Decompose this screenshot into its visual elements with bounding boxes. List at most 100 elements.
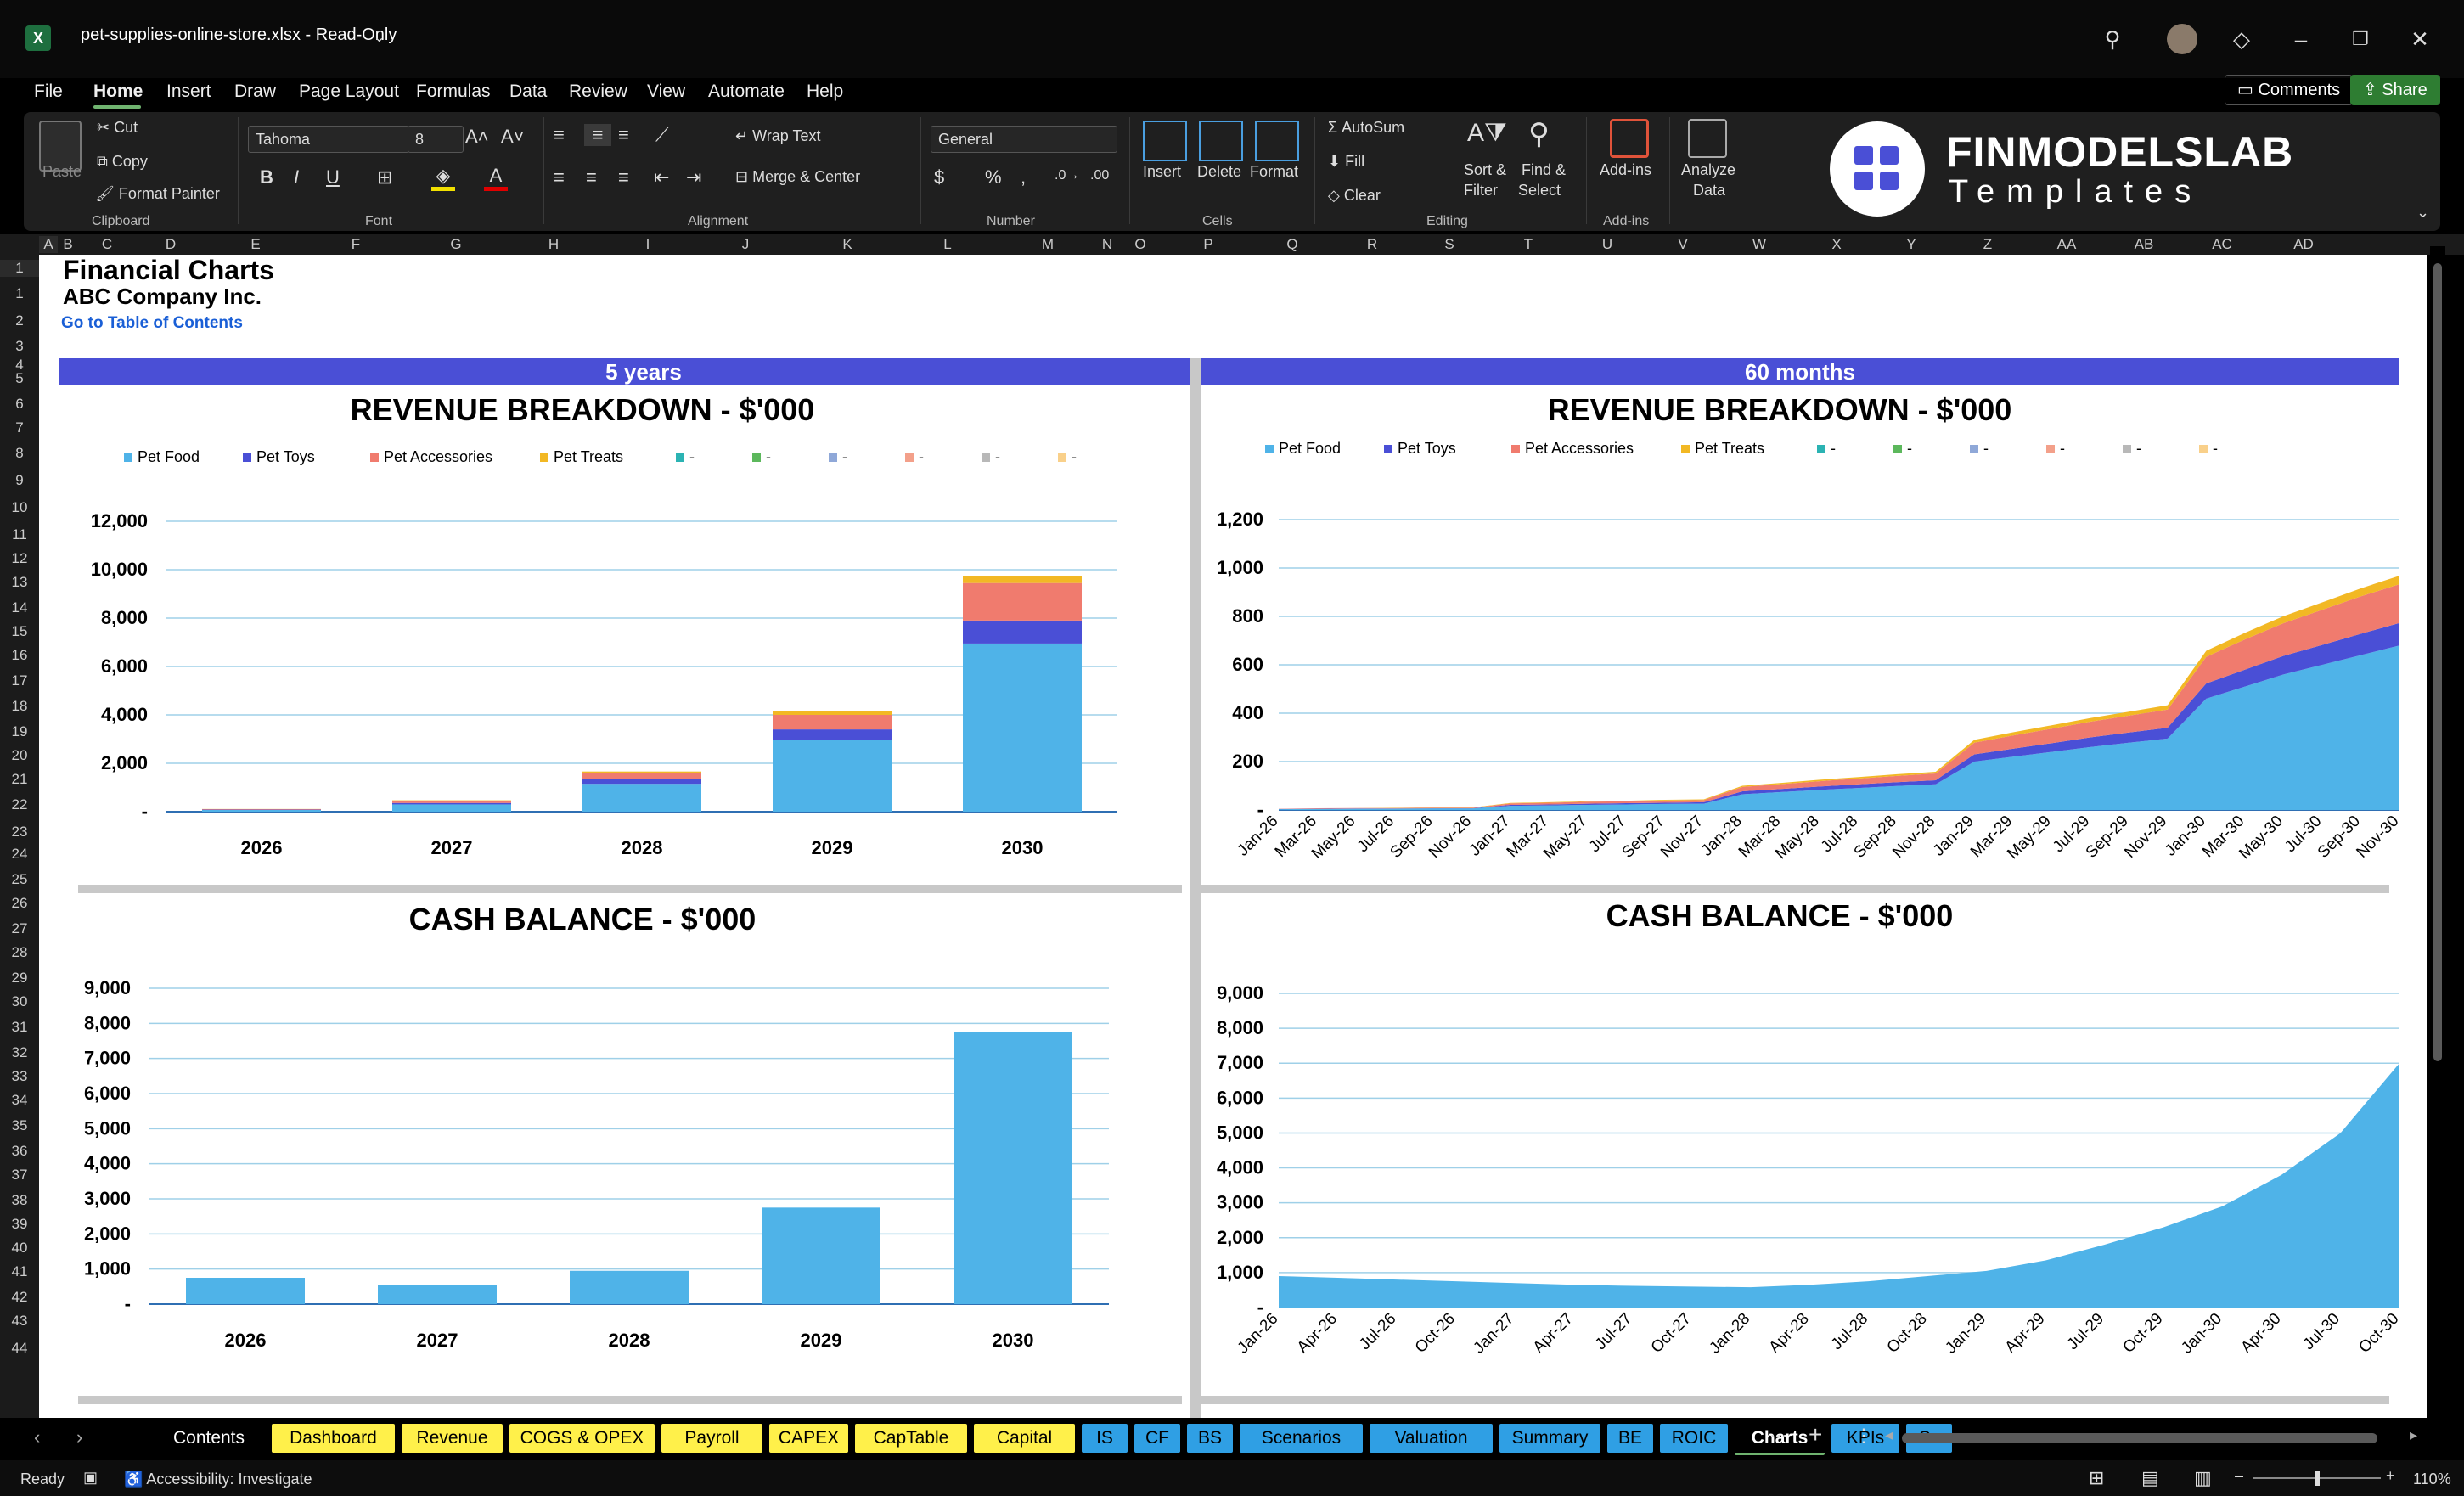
minimize-icon[interactable]: –: [2294, 26, 2308, 52]
column-header[interactable]: N: [1101, 236, 1113, 252]
row-header[interactable]: 7: [15, 419, 24, 436]
tab-dashboard[interactable]: Dashboard: [272, 1424, 395, 1453]
row-header[interactable]: 16: [11, 647, 28, 663]
decrease-indent-icon[interactable]: ⇤: [654, 166, 670, 188]
column-header[interactable]: C: [101, 236, 113, 252]
page-layout-view-icon[interactable]: ▤: [2141, 1467, 2159, 1488]
row-header[interactable]: 4: [15, 357, 24, 373]
column-header[interactable]: U: [1601, 236, 1613, 252]
font-size-select[interactable]: 8: [408, 126, 464, 153]
row-header[interactable]: 19: [11, 723, 28, 740]
sort-filter-button-line2[interactable]: Filter: [1464, 182, 1498, 199]
menu-view[interactable]: View: [647, 82, 686, 101]
tab-revenue[interactable]: Revenue: [402, 1424, 503, 1453]
column-header[interactable]: AC: [2212, 236, 2232, 252]
format-cells-icon[interactable]: [1255, 121, 1299, 161]
macro-icon[interactable]: ▣: [83, 1469, 98, 1486]
sort-filter-button-line1[interactable]: Sort &: [1464, 161, 1507, 178]
row-header[interactable]: 37: [11, 1167, 28, 1183]
tab-summary[interactable]: Summary: [1499, 1424, 1600, 1453]
cut-button[interactable]: ✂ Cut: [97, 119, 138, 137]
find-select-button-line2[interactable]: Select: [1518, 182, 1561, 199]
row-header[interactable]: 43: [11, 1313, 28, 1329]
menu-automate[interactable]: Automate: [708, 82, 785, 101]
menu-formulas[interactable]: Formulas: [416, 82, 491, 101]
autosum-button[interactable]: Σ AutoSum: [1328, 119, 1404, 137]
row-header[interactable]: 24: [11, 846, 28, 862]
decrease-decimal-icon[interactable]: .00: [1090, 168, 1110, 183]
row-header[interactable]: 14: [11, 599, 28, 616]
row-header[interactable]: 36: [11, 1143, 28, 1159]
tab-capital[interactable]: Capital: [974, 1424, 1075, 1453]
insert-cells-icon[interactable]: [1143, 121, 1187, 161]
more-tabs-icon[interactable]: ⋯: [1769, 1425, 1788, 1446]
row-header[interactable]: 23: [11, 824, 28, 840]
row-header[interactable]: 2: [15, 312, 24, 329]
tab-payroll[interactable]: Payroll: [661, 1424, 762, 1453]
underline-icon[interactable]: U: [326, 166, 340, 188]
row-header[interactable]: 27: [11, 920, 28, 936]
column-header[interactable]: R: [1366, 236, 1378, 252]
row-header[interactable]: 18: [11, 698, 28, 714]
column-header[interactable]: I: [645, 236, 650, 252]
find-select-icon[interactable]: ⚲: [1528, 118, 1550, 150]
grow-font-icon[interactable]: A˄: [465, 126, 489, 147]
row-header[interactable]: 41: [11, 1263, 28, 1279]
row-header[interactable]: 12: [11, 550, 28, 566]
column-header[interactable]: AB: [2134, 236, 2154, 252]
tab-options-icon[interactable]: ⋮: [1854, 1425, 1873, 1446]
page-break-view-icon[interactable]: ▥: [2194, 1467, 2212, 1488]
close-icon[interactable]: ✕: [2411, 26, 2429, 52]
format-painter-button[interactable]: 🖌 Format Painter: [95, 185, 220, 203]
tab-valuation[interactable]: Valuation: [1370, 1424, 1493, 1453]
analyze-data-button-line1[interactable]: Analyze: [1681, 161, 1736, 178]
bold-icon[interactable]: B: [260, 166, 273, 188]
avatar[interactable]: [2167, 24, 2197, 54]
column-header[interactable]: A: [39, 236, 58, 253]
column-header[interactable]: G: [450, 236, 462, 252]
search-icon[interactable]: ⚲: [2104, 26, 2121, 52]
sort-filter-icon[interactable]: A⧩: [1467, 119, 1507, 147]
zoom-out-icon[interactable]: –: [2235, 1467, 2244, 1484]
comma-icon[interactable]: ,: [1021, 166, 1027, 188]
align-middle-icon[interactable]: ≡: [584, 124, 611, 146]
row-header[interactable]: 1: [15, 285, 24, 301]
addins-icon[interactable]: [1610, 119, 1649, 158]
column-header[interactable]: E: [250, 236, 261, 252]
row-header[interactable]: 44: [11, 1340, 28, 1356]
tab-contents[interactable]: Contents: [172, 1428, 245, 1448]
column-header[interactable]: K: [842, 236, 852, 252]
align-bottom-icon[interactable]: ≡: [618, 124, 629, 145]
column-header[interactable]: T: [1523, 236, 1533, 252]
increase-indent-icon[interactable]: ⇥: [686, 166, 702, 188]
format-cells-button[interactable]: Format: [1250, 163, 1299, 180]
delete-cells-icon[interactable]: [1199, 121, 1243, 161]
column-header[interactable]: X: [1831, 236, 1842, 252]
row-header[interactable]: 30: [11, 993, 28, 1010]
row-header[interactable]: 10: [11, 499, 28, 515]
menu-draw[interactable]: Draw: [234, 82, 277, 101]
menu-review[interactable]: Review: [569, 82, 627, 101]
find-select-button-line1[interactable]: Find &: [1522, 161, 1567, 178]
row-header[interactable]: 28: [11, 944, 28, 960]
analyze-data-icon[interactable]: [1688, 119, 1727, 158]
clear-button[interactable]: ◇ Clear: [1328, 187, 1381, 205]
column-header[interactable]: H: [548, 236, 560, 252]
column-header[interactable]: M: [1041, 236, 1055, 252]
menu-data[interactable]: Data: [509, 82, 548, 101]
comments-button[interactable]: ▭ Comments: [2225, 75, 2354, 105]
row-header[interactable]: 9: [15, 472, 24, 488]
analyze-data-button-line2[interactable]: Data: [1693, 182, 1726, 199]
tab-scroll-right-icon[interactable]: ›: [76, 1426, 83, 1448]
paste-icon[interactable]: [39, 121, 82, 172]
row-header[interactable]: 38: [11, 1192, 28, 1208]
share-button[interactable]: ⇪ Share: [2350, 75, 2440, 105]
horizontal-scrollbar-thumb[interactable]: [1902, 1433, 2377, 1443]
tab-scenarios[interactable]: Scenarios: [1240, 1424, 1363, 1453]
row-header[interactable]: 29: [11, 970, 28, 986]
row-header[interactable]: 40: [11, 1240, 28, 1256]
shrink-font-icon[interactable]: A˅: [501, 126, 525, 147]
delete-cells-button[interactable]: Delete: [1197, 163, 1242, 180]
menu-page-layout[interactable]: Page Layout: [299, 82, 399, 101]
row-header[interactable]: 20: [11, 747, 28, 763]
